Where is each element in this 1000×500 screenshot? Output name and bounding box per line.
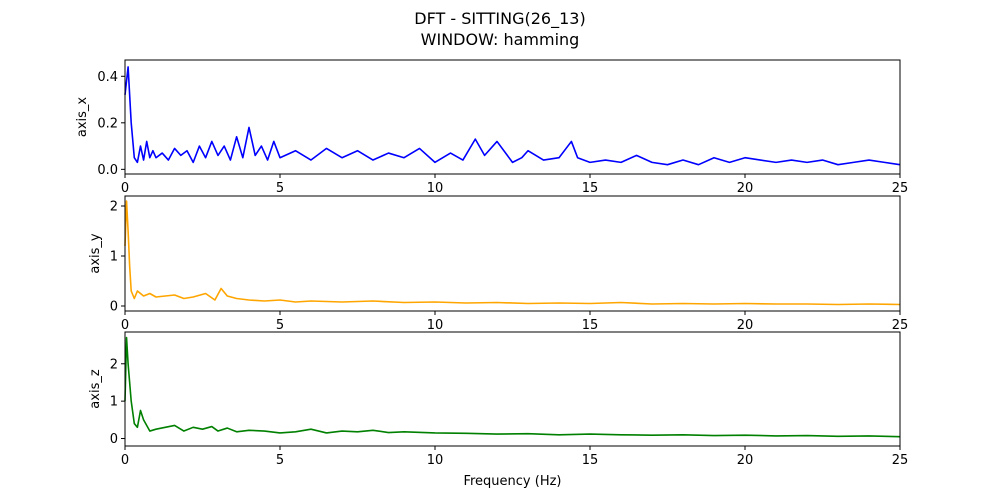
x-tick-label: 20 [737,453,754,468]
ylabel-axis-z: axis_z [88,369,103,409]
x-tick-label: 0 [121,181,129,196]
ylabel-axis-y: axis_y [88,233,103,274]
x-tick-label: 15 [582,453,599,468]
y-tick-label: 0.2 [97,116,118,131]
figure-title-line2: WINDOW: hamming [421,30,580,49]
y-tick-label: 0.0 [97,163,118,178]
x-tick-label: 10 [427,318,444,333]
y-tick-label: 0 [110,432,118,447]
plot-frame-axis-z [124,331,901,447]
figure-title-line1: DFT - SITTING(26_13) [414,9,585,29]
x-tick-label: 0 [121,318,129,333]
x-tick-label: 25 [892,453,909,468]
x-tick-label: 10 [427,181,444,196]
x-tick-label: 15 [582,318,599,333]
subplot-axis-y: axis_y 0 5 10 15 20 25 0 1 2 [88,195,909,333]
series-line-axis-y [124,200,901,306]
subplot-axis-x: axis_x 0 5 10 15 20 25 0.0 0.2 0.4 [75,59,909,196]
subplot-axis-z: axis_z Frequency (Hz) 0 5 10 15 20 25 0 1 2 [88,331,909,489]
x-tick-label: 0 [121,453,129,468]
x-tick-label: 5 [276,181,284,196]
y-tick-label: 1 [110,250,118,265]
series-line-axis-x [124,66,901,166]
y-tick-label: 1 [110,395,118,410]
xlabel-frequency: Frequency (Hz) [463,474,561,489]
x-tick-label: 10 [427,453,444,468]
y-tick-label: 2 [110,357,118,372]
y-tick-label: 0.4 [97,70,118,85]
x-tick-label: 15 [582,181,599,196]
x-tick-label: 20 [737,181,754,196]
x-tick-label: 5 [276,453,284,468]
series-line-axis-z [124,336,901,438]
x-tick-label: 25 [892,181,909,196]
x-tick-label: 25 [892,318,909,333]
plot-frame-axis-y [124,195,901,312]
x-tick-label: 5 [276,318,284,333]
ylabel-axis-x: axis_x [75,97,90,138]
plot-frame-axis-x [124,59,901,175]
y-tick-label: 0 [110,300,118,315]
x-tick-label: 20 [737,318,754,333]
y-tick-label: 2 [110,200,118,215]
